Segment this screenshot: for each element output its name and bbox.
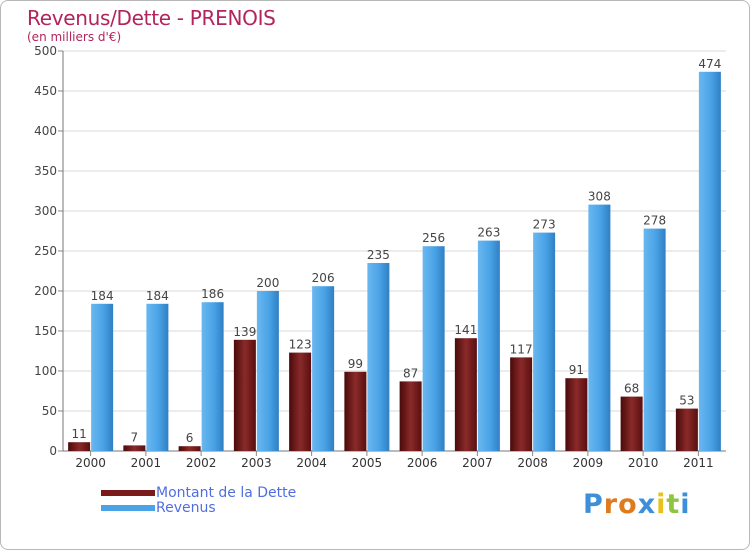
x-tick-label: 2002 <box>186 456 217 470</box>
y-tick-label: 300 <box>34 204 57 218</box>
data-label-revenus: 263 <box>477 226 500 240</box>
bar-dette <box>178 446 201 451</box>
bar-dette <box>289 352 312 451</box>
x-tick-label: 2010 <box>628 456 659 470</box>
y-tick-label: 450 <box>34 84 57 98</box>
x-tick-label: 2003 <box>241 456 272 470</box>
x-tick-label: 2005 <box>352 456 383 470</box>
data-label-revenus: 206 <box>312 271 335 285</box>
data-label-dette: 87 <box>403 366 418 380</box>
x-tick-label: 2007 <box>462 456 493 470</box>
logo-letter: t <box>666 489 681 520</box>
data-label-revenus: 186 <box>201 287 224 301</box>
bar-revenus <box>477 240 500 451</box>
bar-dette <box>454 338 477 451</box>
bar-dette <box>399 381 422 451</box>
chart-title: Revenus/Dette - PRENOIS <box>27 6 276 30</box>
bar-dette <box>68 442 91 451</box>
x-tick-label: 2001 <box>131 456 162 470</box>
x-tick-label: 2004 <box>296 456 327 470</box>
data-label-revenus: 184 <box>146 289 169 303</box>
data-label-dette: 6 <box>186 431 194 445</box>
data-label-revenus: 308 <box>588 190 611 204</box>
legend-swatch-dette <box>101 490 155 496</box>
y-tick-label: 200 <box>34 284 57 298</box>
bar-dette <box>233 339 256 451</box>
bar-revenus <box>146 303 169 451</box>
y-tick-label: 350 <box>34 164 57 178</box>
legend-label-dette: Montant de la Dette <box>156 485 297 501</box>
x-tick-label: 2000 <box>75 456 106 470</box>
x-tick-label: 2009 <box>573 456 604 470</box>
data-label-revenus: 184 <box>91 289 114 303</box>
y-tick-label: 100 <box>34 364 57 378</box>
data-label-revenus: 278 <box>643 214 666 228</box>
data-label-dette: 91 <box>569 363 584 377</box>
data-label-dette: 99 <box>348 357 363 371</box>
y-tick-label: 50 <box>42 404 57 418</box>
bar-revenus <box>367 263 390 451</box>
data-label-dette: 7 <box>131 430 139 444</box>
data-label-revenus: 256 <box>422 231 445 245</box>
bar-dette <box>675 408 698 451</box>
logo-letter: i <box>656 489 667 520</box>
data-label-dette: 53 <box>679 394 694 408</box>
data-label-dette: 141 <box>454 323 477 337</box>
bar-revenus <box>256 291 279 451</box>
data-label-dette: 11 <box>71 427 86 441</box>
y-tick-label: 0 <box>49 444 57 458</box>
logo-letter: r <box>603 489 619 520</box>
bar-dette <box>344 371 367 451</box>
y-tick-label: 150 <box>34 324 57 338</box>
data-label-dette: 117 <box>510 342 533 356</box>
y-tick-label: 500 <box>34 44 57 58</box>
bar-dette <box>620 396 643 451</box>
y-tick-label: 400 <box>34 124 57 138</box>
data-label-revenus: 474 <box>698 57 721 71</box>
data-label-revenus: 273 <box>533 218 556 232</box>
logo-letter: o <box>618 489 638 520</box>
data-label-dette: 68 <box>624 382 639 396</box>
logo-letter: x <box>637 489 657 520</box>
bar-dette <box>510 357 533 451</box>
bar-dette <box>565 378 588 451</box>
legend-label-revenus: Revenus <box>156 500 216 516</box>
y-tick-label: 250 <box>34 244 57 258</box>
legend-swatch-revenus <box>101 505 155 511</box>
x-tick-label: 2006 <box>407 456 438 470</box>
bar-revenus <box>91 303 114 451</box>
bar-revenus <box>643 228 666 451</box>
logo-letter: i <box>680 489 691 520</box>
bar-revenus <box>698 71 721 452</box>
data-label-dette: 139 <box>233 325 256 339</box>
logo-letter: P <box>583 489 604 520</box>
data-label-revenus: 200 <box>256 276 279 290</box>
proxiti-logo: Proxiti <box>583 489 691 520</box>
x-tick-label: 2011 <box>683 456 714 470</box>
data-label-revenus: 235 <box>367 248 390 262</box>
x-tick-label: 2008 <box>517 456 548 470</box>
bar-revenus <box>201 302 224 451</box>
bar-revenus <box>588 204 611 451</box>
data-label-dette: 123 <box>289 338 312 352</box>
bar-revenus <box>422 246 445 451</box>
bar-revenus <box>312 286 335 451</box>
chart-subtitle: (en milliers d'€) <box>27 30 122 44</box>
bar-revenus <box>533 232 556 451</box>
bar-dette <box>123 445 146 451</box>
